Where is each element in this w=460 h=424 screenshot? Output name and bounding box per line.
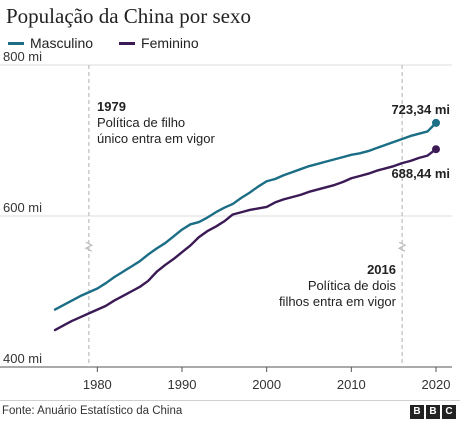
legend-label-male: Masculino xyxy=(30,35,94,51)
y-tick-label: 400 mi xyxy=(3,351,42,366)
female-end-label: 688,44 mi xyxy=(391,166,450,181)
x-tick-label: 2000 xyxy=(252,377,281,392)
legend-item-male: Masculino xyxy=(8,35,93,51)
series-layer xyxy=(53,118,440,332)
chart-legend: Masculino Feminino xyxy=(8,35,199,51)
legend-item-female: Feminino xyxy=(119,35,199,51)
reference-break-mark-2016 xyxy=(397,241,407,252)
series-line-masculino xyxy=(53,121,438,311)
bbc-logo-letter-2: B xyxy=(426,405,440,419)
legend-swatch-female xyxy=(119,41,136,45)
bbc-logo: B B C xyxy=(408,405,456,419)
footer-divider xyxy=(0,400,460,401)
x-tick-label: 1980 xyxy=(83,377,112,392)
reference-break-mark-1979 xyxy=(84,241,94,252)
bbc-logo-letter-1: B xyxy=(410,405,424,419)
x-tick-label: 2010 xyxy=(337,377,366,392)
x-tick-label: 2020 xyxy=(422,377,451,392)
bbc-logo-letter-3: C xyxy=(442,405,456,419)
annotation-2016-year: 2016 xyxy=(367,262,396,277)
annotation-1979-line2: único entra em vigor xyxy=(97,131,215,146)
grid-layer xyxy=(0,64,452,372)
axis-tick-labels: 400 mi 600 mi 800 mi 1980 1990 2000 2010 2020 xyxy=(3,49,450,392)
annotation-2016-line1: Política de dois xyxy=(308,278,397,293)
end-point-feminino xyxy=(432,145,440,154)
legend-swatch-male xyxy=(8,41,24,45)
y-tick-label: 600 mi xyxy=(3,200,42,215)
x-tick-label: 1990 xyxy=(168,377,197,392)
series-line-feminino xyxy=(53,148,438,332)
legend-label-female: Feminino xyxy=(141,35,199,51)
male-end-label: 723,34 mi xyxy=(391,102,450,117)
y-tick-label: 800 mi xyxy=(3,49,42,64)
source-note: Fonte: Anuário Estatístico da China xyxy=(2,405,183,417)
annotation-1979-year: 1979 xyxy=(97,99,126,114)
end-point-masculino xyxy=(432,118,440,127)
chart-title: População da China por sexo xyxy=(6,4,251,28)
reference-lines xyxy=(84,65,407,367)
annotation-1979-line1: Política de filho xyxy=(97,115,185,130)
annotation-2016-line2: filhos entra em vigor xyxy=(279,294,397,309)
